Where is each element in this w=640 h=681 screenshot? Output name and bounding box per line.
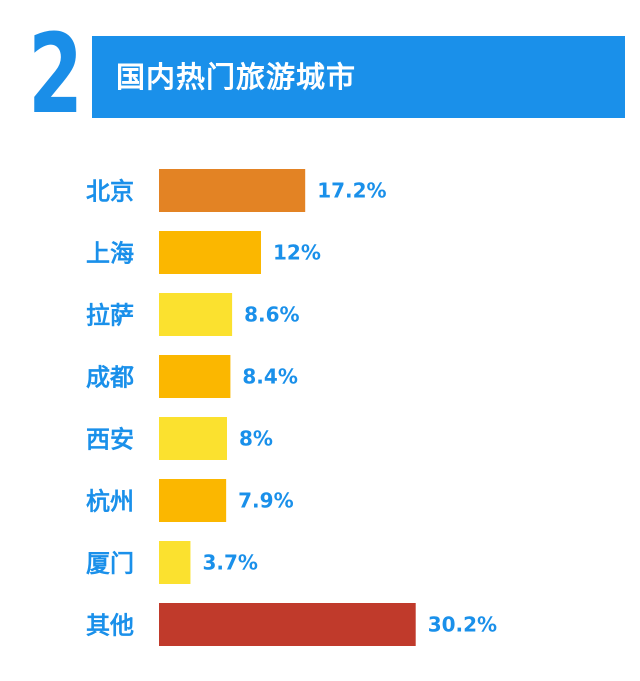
bar [159, 417, 227, 460]
bar [159, 603, 416, 646]
value-label: 8% [239, 427, 273, 451]
category-label: 杭州 [86, 488, 134, 516]
category-label: 拉萨 [86, 302, 134, 330]
category-label: 其他 [86, 612, 134, 640]
value-label: 17.2% [317, 179, 386, 203]
value-label: 7.9% [238, 489, 293, 513]
category-label: 成都 [86, 364, 134, 392]
value-label: 3.7% [202, 551, 257, 575]
bar [159, 169, 306, 212]
value-label: 30.2% [428, 613, 497, 637]
value-label: 8.4% [242, 365, 297, 389]
chart-title: 国内热门旅游城市 [116, 60, 357, 94]
bar [159, 541, 191, 584]
value-label: 12% [273, 241, 321, 265]
bar [159, 231, 261, 274]
category-label: 厦门 [86, 550, 134, 578]
category-label: 上海 [86, 240, 134, 268]
section-number: 2 [28, 10, 83, 138]
bar [159, 355, 231, 398]
category-label: 北京 [86, 178, 134, 206]
bar [159, 293, 233, 336]
title-banner: 国内热门旅游城市 [92, 36, 625, 118]
bar [159, 479, 227, 522]
value-label: 8.6% [244, 303, 299, 327]
category-label: 西安 [86, 426, 134, 454]
